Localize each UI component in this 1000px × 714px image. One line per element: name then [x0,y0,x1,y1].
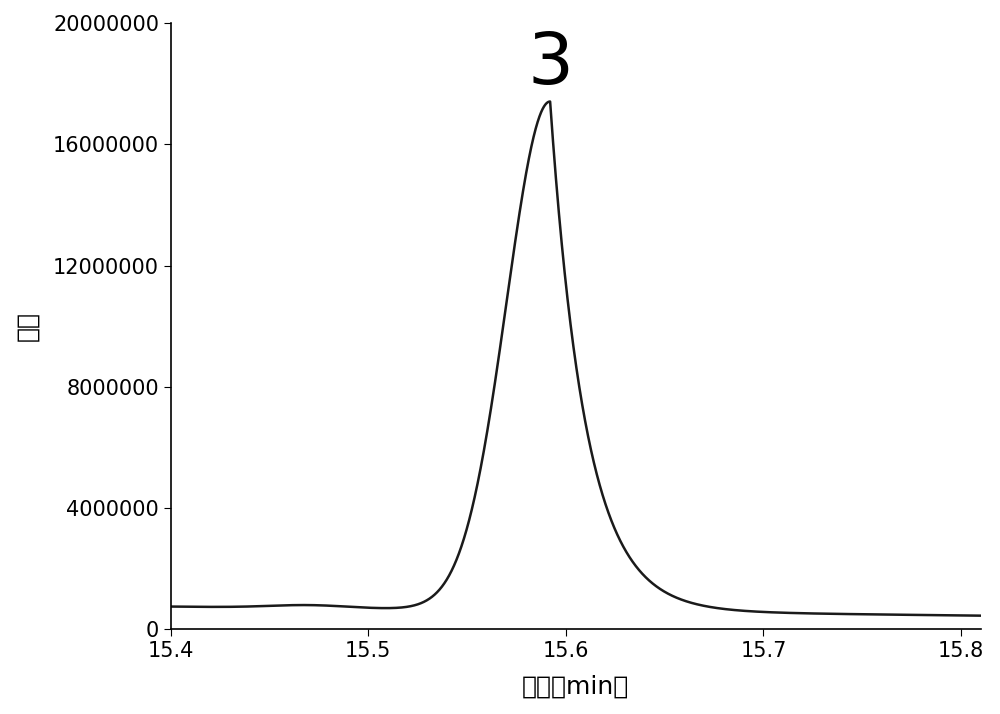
Y-axis label: 强度: 强度 [15,311,39,341]
X-axis label: 时间（min）: 时间（min） [522,675,629,699]
Text: 3: 3 [527,30,573,99]
